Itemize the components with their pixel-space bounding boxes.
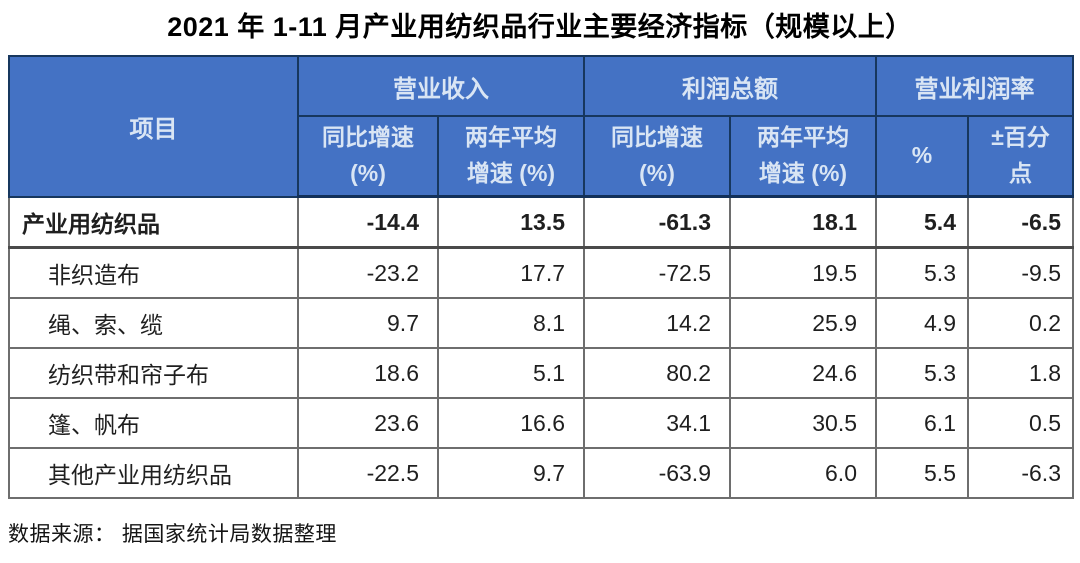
row-label: 篷、帆布 [8, 397, 299, 449]
value-cell: 19.5 [729, 246, 877, 299]
subheader-margin-pp: ±百分 点 [967, 115, 1074, 198]
value-cell: 5.3 [875, 347, 969, 399]
header-sub-row: 同比增速 (%) 两年平均 增速 (%) 同比增速 (%) 两年平均 增速 (%… [9, 115, 1074, 198]
value-cell: -23.2 [297, 246, 439, 299]
header-group-row: 项目 营业收入 利润总额 营业利润率 [8, 55, 1074, 198]
value-cell: 30.5 [729, 397, 877, 449]
table-header: 项目 营业收入 利润总额 营业利润率 同比增速 (%) 两年平均 增速 (%) … [8, 55, 1074, 198]
table-row: 篷、帆布 23.6 16.6 34.1 30.5 6.1 0.5 [8, 397, 1074, 449]
value-cell: 1.8 [967, 347, 1074, 399]
value-cell: 5.3 [875, 246, 969, 299]
row-label: 绳、索、缆 [8, 297, 299, 349]
table-row: 其他产业用纺织品 -22.5 9.7 -63.9 6.0 5.5 -6.3 [8, 447, 1074, 499]
row-label: 纺织带和帘子布 [8, 347, 299, 399]
table-row: 绳、索、缆 9.7 8.1 14.2 25.9 4.9 0.2 [8, 297, 1074, 349]
value-cell: -6.3 [967, 447, 1074, 499]
value-cell: 25.9 [729, 297, 877, 349]
value-cell: -72.5 [583, 246, 731, 299]
subheader-revenue-yoy: 同比增速 (%) [297, 115, 439, 198]
row-label: 产业用纺织品 [8, 195, 299, 249]
value-cell: 34.1 [583, 397, 731, 449]
value-cell: -63.9 [583, 447, 731, 499]
value-cell: 80.2 [583, 347, 731, 399]
value-cell: 0.2 [967, 297, 1074, 349]
value-cell: 17.7 [437, 246, 585, 299]
value-cell: 6.0 [729, 447, 877, 499]
value-cell: 8.1 [437, 297, 585, 349]
table-row: 纺织带和帘子布 18.6 5.1 80.2 24.6 5.3 1.8 [8, 347, 1074, 399]
subheader-profit-2yr-avg: 两年平均 增速 (%) [729, 115, 877, 198]
value-cell: 0.5 [967, 397, 1074, 449]
subheader-revenue-2yr-avg: 两年平均 增速 (%) [437, 115, 585, 198]
data-source-note: 数据来源： 据国家统计局数据整理 [8, 523, 337, 546]
subheader-profit-yoy: 同比增速 (%) [583, 115, 731, 198]
value-cell: -6.5 [967, 195, 1074, 249]
value-cell: 4.9 [875, 297, 969, 349]
subheader-margin-pct: % [875, 115, 969, 198]
group-header-profit: 利润总额 [583, 55, 877, 117]
value-cell: 5.4 [875, 195, 969, 249]
value-cell: 14.2 [583, 297, 731, 349]
value-cell: -22.5 [297, 447, 439, 499]
indicators-table: 项目 营业收入 利润总额 营业利润率 同比增速 (%) 两年平均 增速 (%) … [8, 55, 1074, 499]
page-title: 2021 年 1-11 月产业用纺织品行业主要经济指标（规模以上） [167, 12, 913, 42]
row-label: 非织造布 [8, 246, 299, 299]
table-row: 产业用纺织品 -14.4 13.5 -61.3 18.1 5.4 -6.5 [8, 195, 1074, 249]
group-header-margin: 营业利润率 [875, 55, 1074, 117]
value-cell: 23.6 [297, 397, 439, 449]
value-cell: 24.6 [729, 347, 877, 399]
value-cell: 13.5 [437, 195, 585, 249]
value-cell: 16.6 [437, 397, 585, 449]
value-cell: 9.7 [437, 447, 585, 499]
value-cell: 9.7 [297, 297, 439, 349]
corner-header-item: 项目 [8, 55, 299, 198]
value-cell: 5.5 [875, 447, 969, 499]
row-label: 其他产业用纺织品 [8, 447, 299, 499]
value-cell: -14.4 [297, 195, 439, 249]
value-cell: 18.6 [297, 347, 439, 399]
table-row: 非织造布 -23.2 17.7 -72.5 19.5 5.3 -9.5 [8, 246, 1074, 299]
value-cell: 6.1 [875, 397, 969, 449]
value-cell: 5.1 [437, 347, 585, 399]
table-body: 产业用纺织品 -14.4 13.5 -61.3 18.1 5.4 -6.5 非织造布 -23.2… [8, 195, 1074, 499]
value-cell: -61.3 [583, 195, 731, 249]
value-cell: 18.1 [729, 195, 877, 249]
group-header-revenue: 营业收入 [297, 55, 585, 117]
value-cell: -9.5 [967, 246, 1074, 299]
